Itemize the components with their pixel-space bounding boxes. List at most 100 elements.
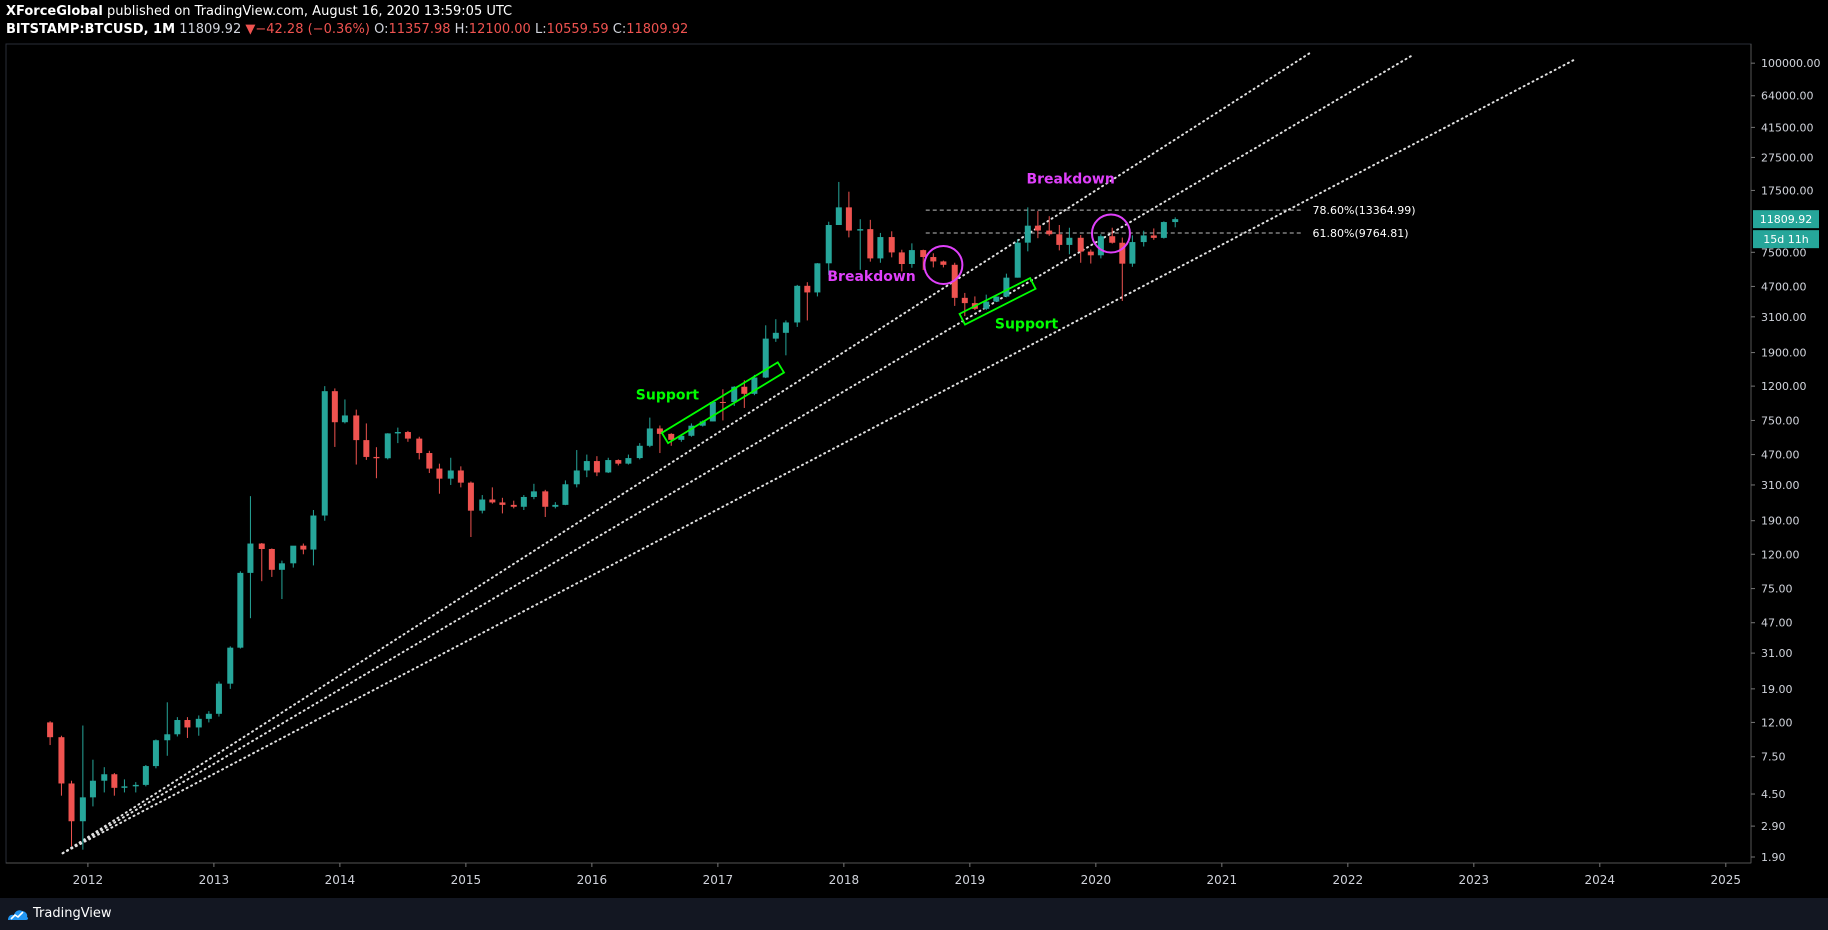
candle-body (1046, 230, 1053, 235)
candle-body (373, 456, 380, 459)
candle-body (89, 780, 96, 798)
price-tick-label: 4.50 (1761, 788, 1786, 801)
time-axis[interactable]: 2012 2013 2014 2015 2016 2017 2018 2019 2020 2021… (6, 862, 1751, 887)
candle (751, 374, 758, 396)
author-name[interactable]: XForceGlobal (6, 4, 103, 19)
candle-body (227, 647, 234, 684)
candle-body (68, 783, 75, 822)
annotation-text[interactable]: Breakdown (1026, 172, 1114, 188)
candle (111, 773, 118, 796)
candle (993, 296, 1000, 302)
annotation-text[interactable]: Support (995, 316, 1059, 332)
price-change: −42.28 (−0.36%) (255, 22, 370, 37)
candle-body (605, 460, 612, 473)
price-badges: 11809.92 15d 11h (1753, 210, 1819, 249)
candlestick-chart[interactable]: 78.60%(13364.99) 61.80%(9764.81) Support S… (0, 0, 1828, 898)
time-tick-label: 2012 (73, 873, 104, 887)
candle-body (510, 504, 517, 507)
price-axis[interactable]: 1.90 2.90 4.50 7.50 12.00 19.00 31.00 47.00 75.0… (1750, 44, 1821, 864)
candle (247, 496, 254, 619)
trendlines (61, 51, 1576, 855)
candle (142, 764, 149, 787)
candle-body (247, 543, 254, 573)
candle (709, 401, 716, 422)
price-tick-label: 7500.00 (1761, 246, 1807, 259)
candle (436, 463, 443, 494)
candle-body (268, 548, 275, 570)
candle (290, 545, 297, 568)
price-tick-label: 1200.00 (1761, 380, 1807, 393)
candle-body (489, 499, 496, 503)
annotation-text[interactable]: Support (636, 387, 700, 403)
price-tick-label: 12.00 (1761, 716, 1793, 729)
candle (898, 249, 905, 272)
candle-body (447, 470, 454, 479)
price-tick-label: 1900.00 (1761, 347, 1807, 360)
candle (845, 191, 852, 238)
candle-body (79, 797, 86, 822)
candle (920, 249, 927, 271)
fib-label-1: 61.80%(9764.81) (1313, 227, 1409, 240)
annotation-text[interactable]: Breakdown (827, 269, 915, 285)
tradingview-logo-icon[interactable] (6, 906, 30, 922)
price-tick-label: 47.00 (1761, 617, 1793, 630)
candle (1066, 227, 1073, 255)
chart-header: XForceGlobal published on TradingView.co… (0, 0, 1828, 44)
candle-body (195, 718, 202, 728)
candle-body (583, 461, 590, 471)
candle-body (920, 250, 927, 258)
candle (520, 495, 527, 511)
high-value: 12100.00 (468, 22, 531, 37)
breakdown-circle[interactable] (1090, 213, 1131, 254)
candle-body (741, 386, 748, 394)
candle (258, 543, 265, 582)
candle-body (321, 391, 328, 516)
price-tick-label: 3100.00 (1761, 311, 1807, 324)
candle-body (940, 261, 947, 265)
ohlc-line: BITSTAMP:BTCUSD, 1M 11809.92 ▼−42.28 (−0… (6, 22, 688, 37)
tradingview-brand[interactable]: TradingView (33, 906, 112, 921)
candle (132, 782, 139, 793)
time-tick-label: 2015 (451, 873, 482, 887)
candle-body (499, 502, 506, 505)
candle (1150, 228, 1157, 240)
price-tick-label: 19.00 (1761, 683, 1793, 696)
candle-body (562, 484, 569, 505)
candle-body (1119, 242, 1126, 264)
candle-body (835, 207, 842, 226)
candle (457, 466, 464, 488)
high-label: H: (454, 22, 469, 37)
price-tick-label: 17500.00 (1761, 184, 1814, 197)
candle-body (404, 432, 411, 439)
price-tick-label: 2.90 (1761, 820, 1786, 833)
candle-body (709, 401, 716, 422)
price-tick-label: 120.00 (1761, 548, 1800, 561)
fib-label-0: 78.60%(13364.99) (1313, 204, 1416, 217)
time-tick-label: 2023 (1459, 873, 1490, 887)
price-tick-label: 75.00 (1761, 583, 1793, 596)
low-label: L: (534, 22, 547, 37)
candle-body (1003, 277, 1010, 297)
candle-body (1014, 242, 1021, 278)
time-tick-label: 2013 (199, 873, 230, 887)
candle-body (520, 496, 527, 507)
candle (888, 231, 895, 258)
candle (961, 292, 968, 317)
breakdown-circle[interactable] (923, 245, 964, 286)
candle (373, 447, 380, 479)
price-tick-label: 310.00 (1761, 479, 1800, 492)
candle-body (688, 425, 695, 436)
candle-body (1077, 237, 1084, 252)
candle-body (479, 499, 486, 511)
symbol-label[interactable]: BITSTAMP:BTCUSD, 1M (6, 22, 176, 37)
candle-body (814, 263, 821, 293)
candle-body (353, 415, 360, 441)
price-tick-label: 470.00 (1761, 449, 1800, 462)
candle (636, 443, 643, 460)
support-box[interactable] (958, 276, 1037, 326)
time-tick-label: 2025 (1711, 873, 1742, 887)
price-tick-label: 64000.00 (1761, 90, 1814, 103)
close-value: 11809.92 (626, 22, 689, 37)
support-box[interactable] (660, 361, 786, 445)
candle (184, 717, 191, 738)
